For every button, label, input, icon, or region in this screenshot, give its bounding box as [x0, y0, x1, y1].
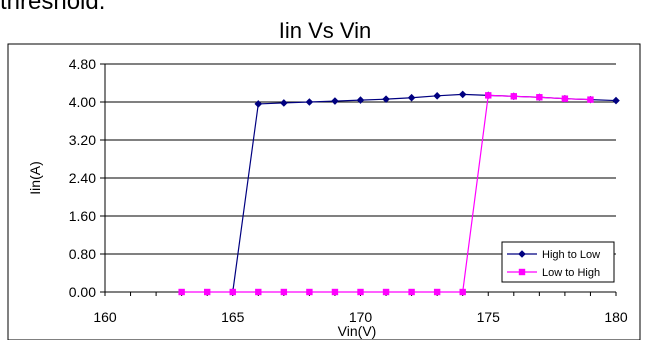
- x-axis-label: Vin(V): [338, 323, 377, 339]
- data-point: [433, 288, 441, 296]
- data-point: [518, 250, 526, 258]
- legend-label: Low to High: [542, 267, 600, 279]
- y-tick-label: 3.20: [69, 132, 96, 148]
- series-layer: [178, 90, 620, 296]
- data-point: [255, 288, 262, 296]
- data-point: [612, 96, 620, 105]
- x-tick-label: 175: [477, 309, 501, 325]
- data-point: [536, 94, 543, 101]
- y-tick-labels: 0.00 0.80 1.60 2.40 3.20 4.00 4.80: [69, 56, 96, 300]
- y-tick-label: 4.00: [69, 94, 96, 110]
- data-point: [331, 288, 339, 296]
- y-tick-label: 4.80: [69, 56, 96, 72]
- data-point: [178, 288, 185, 296]
- x-tick-labels: 160 165 170 175 180: [93, 309, 628, 325]
- y-tick-label: 0.00: [69, 284, 96, 300]
- chart-title: Iin Vs Vin: [279, 18, 372, 43]
- data-point: [305, 98, 314, 106]
- data-point: [280, 288, 288, 296]
- y-tick-label: 1.60: [69, 208, 96, 224]
- data-point: [408, 288, 415, 296]
- data-point: [510, 93, 517, 100]
- data-point: [254, 100, 263, 108]
- x-tick-label: 180: [604, 309, 628, 325]
- data-point: [229, 288, 236, 296]
- y-tick-label: 0.80: [69, 246, 96, 262]
- legend-box: [501, 241, 615, 283]
- data-point: [433, 92, 441, 100]
- data-point: [204, 288, 211, 296]
- data-point: [518, 268, 526, 276]
- data-point: [382, 95, 390, 103]
- data-point: [485, 92, 492, 99]
- data-point: [561, 95, 569, 102]
- grid-lines: [105, 63, 616, 255]
- data-point: [356, 96, 365, 104]
- chart-border: [7, 43, 641, 340]
- data-point: [458, 90, 467, 99]
- x-tick-label: 165: [221, 309, 245, 325]
- y-tick-label: 2.40: [69, 170, 96, 186]
- caption-fragment: threshold.: [0, 0, 106, 15]
- x-tick-label: 160: [93, 309, 117, 325]
- data-point: [459, 288, 466, 296]
- data-point: [382, 288, 390, 296]
- data-point: [587, 96, 594, 103]
- data-point: [331, 97, 339, 105]
- y-axis-label: Iin(A): [27, 161, 43, 194]
- data-point: [357, 288, 364, 296]
- series: [178, 92, 594, 296]
- data-point: [306, 288, 313, 296]
- x-tick-label: 170: [349, 309, 373, 325]
- data-point: [407, 93, 416, 102]
- data-point: [280, 99, 288, 107]
- legend: High to Low Low to High: [501, 241, 615, 283]
- legend-label: High to Low: [542, 249, 600, 261]
